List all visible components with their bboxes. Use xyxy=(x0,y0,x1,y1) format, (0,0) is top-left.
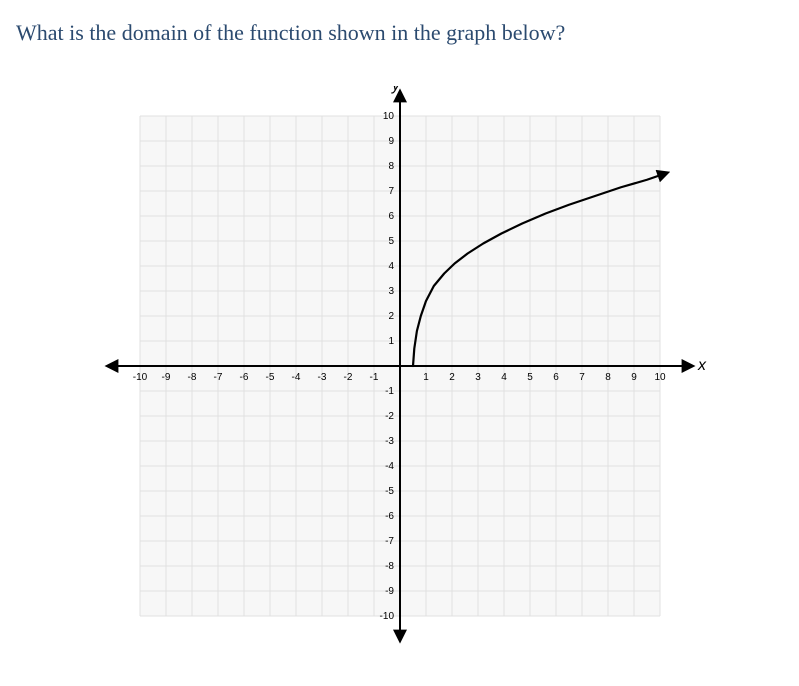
question-text: What is the domain of the function shown… xyxy=(16,20,783,46)
x-tick-label: -10 xyxy=(132,372,147,383)
x-tick-label: 5 xyxy=(527,372,533,383)
y-tick-label: -4 xyxy=(385,461,394,472)
x-tick-label: -8 xyxy=(187,372,196,383)
y-tick-label: 7 xyxy=(388,186,394,197)
y-tick-label: -8 xyxy=(385,561,394,572)
x-tick-label: -7 xyxy=(213,372,222,383)
x-tick-label: 3 xyxy=(475,372,481,383)
x-tick-label: -2 xyxy=(343,372,352,383)
x-axis-label: x xyxy=(697,357,707,374)
y-tick-label: -3 xyxy=(385,436,394,447)
x-tick-label: 1 xyxy=(423,372,429,383)
y-tick-label: -7 xyxy=(385,536,394,547)
x-tick-label: 7 xyxy=(579,372,585,383)
y-tick-label: 5 xyxy=(388,236,394,247)
y-tick-label: -2 xyxy=(385,411,394,422)
x-tick-label: -6 xyxy=(239,372,248,383)
x-tick-label: -1 xyxy=(369,372,378,383)
y-tick-label: 10 xyxy=(382,111,394,122)
chart-container: -10 -9 -8 -7 -6 -5 -4 -3 -2 -1 1 2 3 4 5 6 7 8 9 10 -10 -9 -8 -… xyxy=(16,86,783,646)
x-tick-label: -3 xyxy=(317,372,326,383)
x-tick-label: 2 xyxy=(449,372,455,383)
y-tick-label: 2 xyxy=(388,311,394,322)
x-tick-label: 8 xyxy=(605,372,611,383)
y-tick-label: -6 xyxy=(385,511,394,522)
y-tick-label: 8 xyxy=(388,161,394,172)
y-tick-label: 3 xyxy=(388,286,394,297)
y-tick-label: 4 xyxy=(388,261,394,272)
x-tick-label: 6 xyxy=(553,372,559,383)
x-tick-label: 10 xyxy=(654,372,666,383)
x-tick-label: -5 xyxy=(265,372,274,383)
y-tick-label: -1 xyxy=(385,386,394,397)
y-tick-label: 6 xyxy=(388,211,394,222)
y-tick-label: -9 xyxy=(385,586,394,597)
y-axis-label: y xyxy=(391,86,401,94)
x-tick-label: -4 xyxy=(291,372,300,383)
y-tick-label: -5 xyxy=(385,486,394,497)
y-tick-label: -10 xyxy=(379,611,394,622)
y-tick-label: 1 xyxy=(388,336,394,347)
coordinate-graph: -10 -9 -8 -7 -6 -5 -4 -3 -2 -1 1 2 3 4 5 6 7 8 9 10 -10 -9 -8 -… xyxy=(90,86,710,646)
x-tick-label: -9 xyxy=(161,372,170,383)
y-tick-label: 9 xyxy=(388,136,394,147)
x-tick-label: 4 xyxy=(501,372,507,383)
x-tick-label: 9 xyxy=(631,372,637,383)
